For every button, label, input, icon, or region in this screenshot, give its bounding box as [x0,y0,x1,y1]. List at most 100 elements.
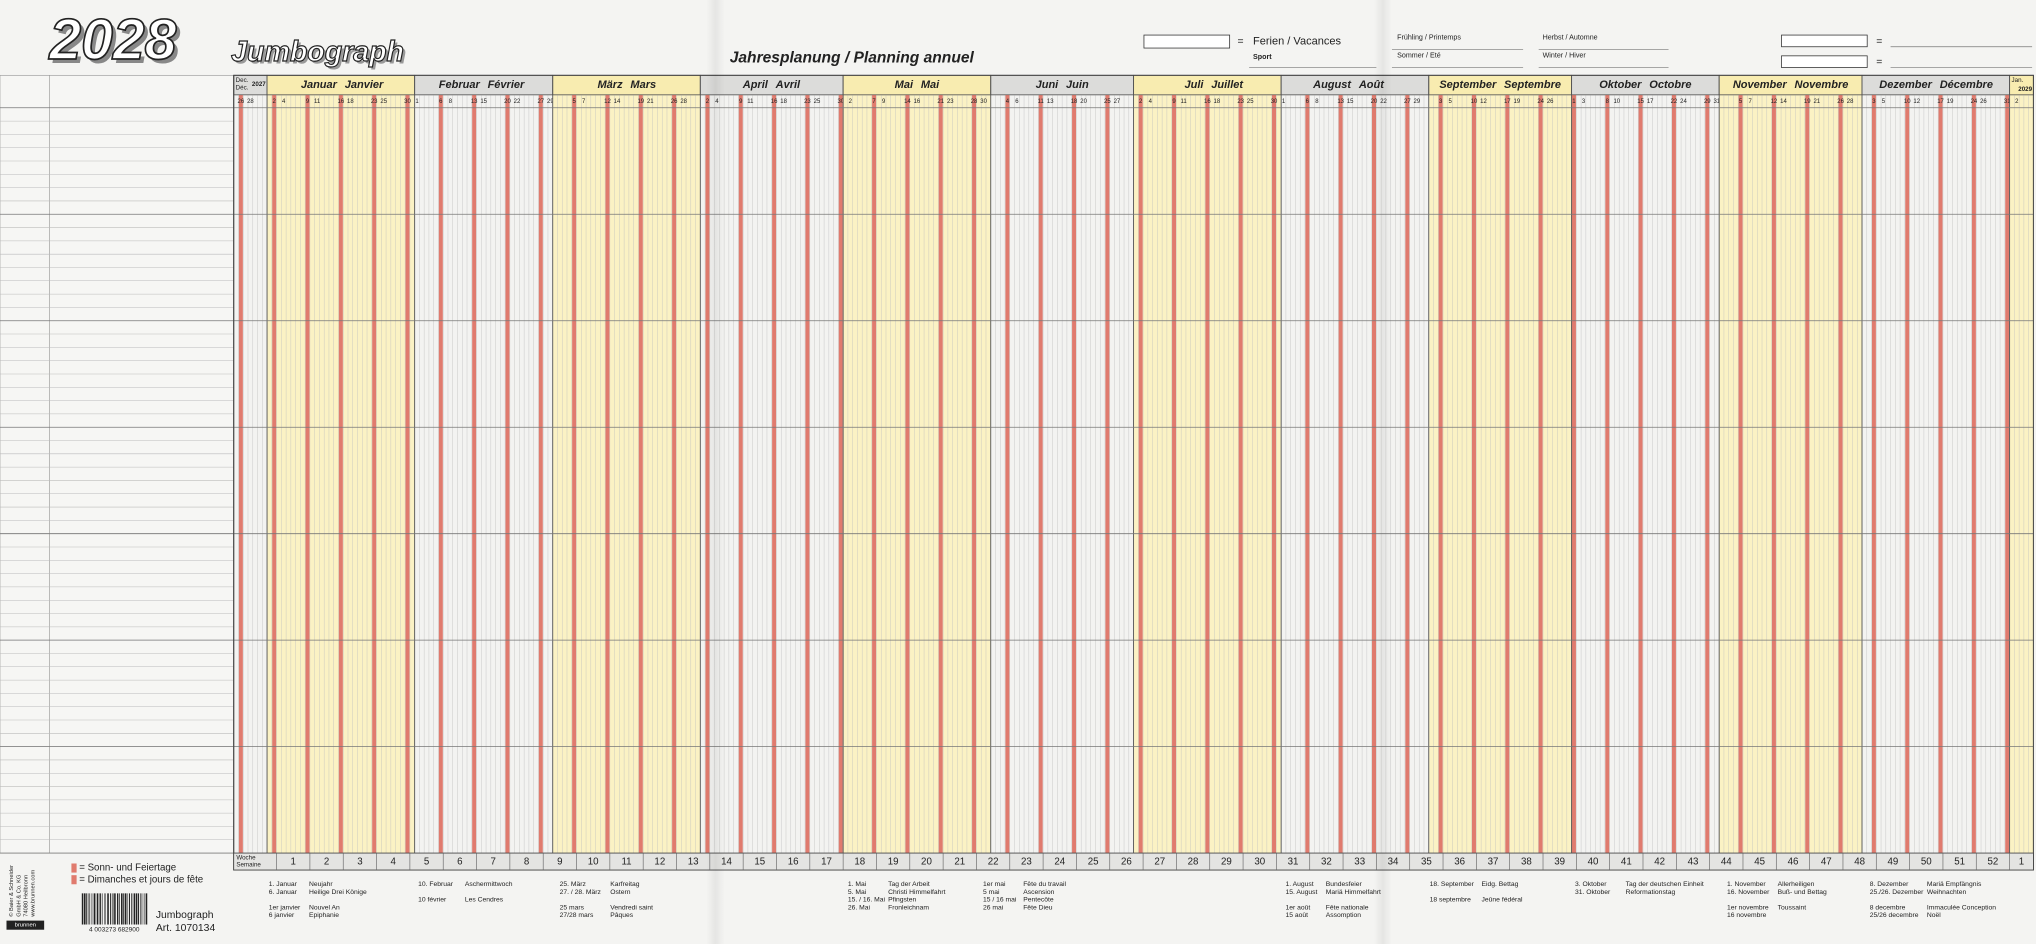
holiday-date: 25. März [560,881,587,888]
month-name-fr: Septembre [1504,79,1561,91]
holiday-name-fr: Fête Dieu [1023,904,1053,911]
title: Jahresplanung / Planning annuel [730,50,975,67]
day-number: 7 [1748,99,1752,105]
sunday-stripe [1605,94,1610,854]
month-header [266,74,416,96]
sunday-stripe [405,94,410,854]
day-number: 28 [1847,99,1854,105]
month-name-de: Januar [301,79,338,91]
month-name-de: April [742,79,769,91]
barcode-bar [107,893,109,925]
week-number: 20 [921,857,932,868]
holiday-name: Allerheiligen [1778,881,1815,888]
holiday-name: Mariä Empfängnis [1927,881,1982,888]
week-number: 44 [1721,857,1732,868]
week-number: 14 [721,857,732,868]
day-number: 16 [1204,99,1211,105]
holiday-name: Bundesfeier [1326,881,1363,888]
holiday-date: 31. Oktober [1575,889,1611,896]
day-number: 12 [1480,99,1487,105]
sunday-stripe [872,94,877,854]
day-number: 30 [980,99,987,105]
sunday-stripe [1438,94,1443,854]
month-name-fr: Novembre [1794,79,1848,91]
barcode-bar [138,893,140,925]
sunday-stripe [438,94,443,854]
barcode-bar [110,893,112,925]
week-number: 35 [1421,857,1432,868]
month-header [1571,74,1720,96]
week-number: 40 [1588,857,1599,868]
sunday-stripe [838,94,843,854]
week-row [233,852,2034,871]
week-number: 49 [1888,857,1899,868]
week-number: 16 [788,857,799,868]
day-number: 18 [1071,99,1078,105]
barcode-bar [118,893,120,925]
day-number: 23 [371,99,378,105]
holiday-date-fr: 6 janvier [269,912,295,919]
week-number: 11 [621,857,631,868]
holiday-name-fr: Nouvel An [309,904,340,911]
barcode-digits: 4 003273 682900 [89,926,140,933]
holiday-date: 10. Februar [418,881,454,888]
month-name-fr: Février [488,79,525,91]
day-number: 6 [439,99,443,105]
holiday-date-fr: 18 septembre [1430,897,1472,904]
sunday-stripe [1505,94,1510,854]
day-number: 19 [1804,99,1811,105]
day-number: 15 [1347,99,1354,105]
week-number: 30 [1254,857,1265,868]
sunday-stripe [1738,94,1743,854]
day-number: 11 [1180,99,1187,105]
week-number: 29 [1221,857,1232,868]
day-number: 11 [314,99,321,105]
article: Art. 1070134 [156,923,216,934]
sunday-stripe [1638,94,1643,854]
week-number: 15 [754,857,765,868]
barcode-bar [90,893,92,925]
week-number: 25 [1088,857,1099,868]
barcode-bar [124,893,127,925]
holiday-name-fr: Jeûne fédéral [1482,897,1523,904]
holiday-name-fr: Ascension [1023,889,1054,896]
day-number: 5 [1739,99,1743,105]
week-number: 22 [988,857,999,868]
month-name-de: Juli [1184,79,1204,91]
day-number: 30 [837,99,844,105]
day-number: 31 [1713,99,1720,105]
week-number: 34 [1388,857,1399,868]
product: Jumbograph [156,910,214,921]
holiday-name: Christi Himmelfahrt [888,889,946,896]
sunday-stripe [938,94,943,854]
holiday-date-fr: 8 decembre [1870,904,1906,911]
day-number: 11 [747,99,754,105]
week-number: 51 [1954,857,1965,868]
holiday-name: Weihnachten [1927,889,1967,896]
day-number: 23 [804,99,811,105]
barcode-bar [145,893,148,925]
sunday-stripe [1238,94,1243,854]
barcode-bar [92,893,94,925]
day-number: 31 [2004,99,2011,105]
holiday-date-fr: 1er novembre [1727,904,1769,911]
barcode-bar [105,893,106,925]
holiday-name: Mariä Himmelfahrt [1326,889,1381,896]
day-number: 19 [1947,99,1954,105]
month-body [2009,94,2034,854]
week-number: 42 [1654,857,1665,868]
day-number: 25 [380,99,387,105]
sunday-stripe [1705,94,1710,854]
sport-label: Sport [1253,53,1272,61]
barcode-bar [133,893,136,925]
day-number: 9 [882,99,886,105]
week-number: 19 [888,857,899,868]
holiday-name: Tag der deutschen Einheit [1626,881,1704,888]
week-number: 18 [854,857,865,868]
day-number: 26 [671,99,678,105]
day-number: 7 [872,99,876,105]
fold [706,0,725,944]
holiday-date: 5. Mai [848,889,867,896]
holiday-name: Heilige Drei Könige [309,889,367,896]
